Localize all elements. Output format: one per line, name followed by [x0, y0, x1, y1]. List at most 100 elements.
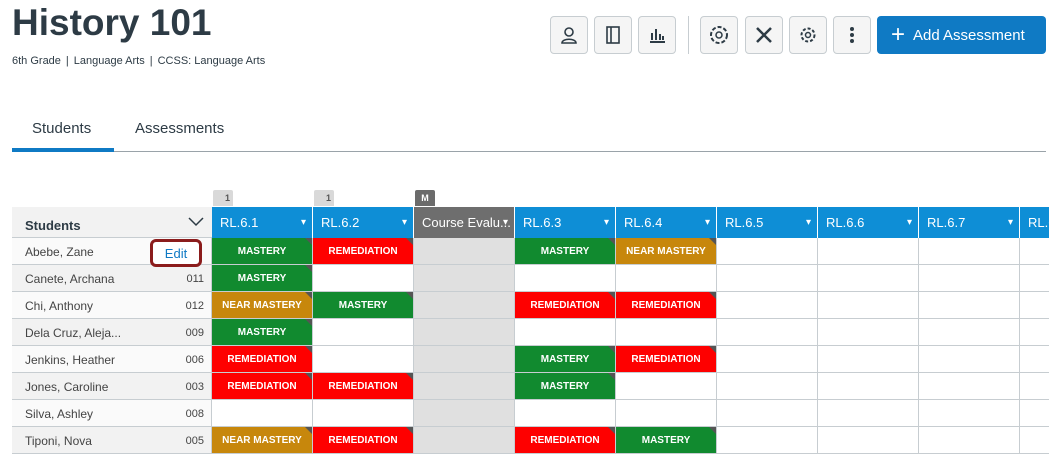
- column-header[interactable]: Course Evalu... ▾: [414, 207, 515, 238]
- edit-button[interactable]: Edit: [150, 239, 202, 267]
- score-cell[interactable]: [414, 319, 515, 346]
- score-cell[interactable]: [414, 400, 515, 427]
- score-cell[interactable]: [313, 400, 414, 427]
- score-cell[interactable]: REMEDIATION: [616, 346, 717, 373]
- score-cell[interactable]: [919, 346, 1020, 373]
- score-cell[interactable]: [818, 346, 919, 373]
- lifebuoy-button[interactable]: [700, 16, 738, 54]
- score-cell[interactable]: [717, 400, 818, 427]
- student-name[interactable]: Canete, Archana: [25, 272, 115, 286]
- score-cell[interactable]: [818, 238, 919, 265]
- score-cell[interactable]: [1020, 292, 1049, 319]
- reports-button[interactable]: [638, 16, 676, 54]
- student-name[interactable]: Silva, Ashley: [25, 407, 94, 421]
- column-header[interactable]: RL.6.1 ▾: [212, 207, 313, 238]
- score-cell[interactable]: MASTERY: [212, 319, 313, 346]
- notebook-button[interactable]: [594, 16, 632, 54]
- score-cell[interactable]: REMEDIATION: [616, 292, 717, 319]
- score-cell[interactable]: [313, 319, 414, 346]
- score-cell[interactable]: [616, 400, 717, 427]
- score-cell[interactable]: [818, 265, 919, 292]
- score-cell[interactable]: [414, 292, 515, 319]
- score-cell[interactable]: [818, 427, 919, 454]
- score-cell[interactable]: REMEDIATION: [313, 238, 414, 265]
- score-cell[interactable]: [515, 400, 616, 427]
- score-cell[interactable]: MASTERY: [515, 346, 616, 373]
- students-view-button[interactable]: [550, 16, 588, 54]
- student-name[interactable]: Dela Cruz, Aleja...: [25, 326, 122, 340]
- score-cell[interactable]: REMEDIATION: [212, 346, 313, 373]
- column-header[interactable]: RL.6.2 ▾: [313, 207, 414, 238]
- tools-button[interactable]: [745, 16, 783, 54]
- score-cell[interactable]: [717, 292, 818, 319]
- score-cell[interactable]: [818, 400, 919, 427]
- column-header[interactable]: RL.6.5 ▾: [717, 207, 818, 238]
- score-cell[interactable]: [515, 265, 616, 292]
- score-cell[interactable]: [919, 238, 1020, 265]
- score-cell[interactable]: [818, 292, 919, 319]
- score-cell[interactable]: [1020, 238, 1049, 265]
- student-name[interactable]: Abebe, Zane: [25, 245, 94, 259]
- score-cell[interactable]: [1020, 265, 1049, 292]
- score-cell[interactable]: [313, 346, 414, 373]
- score-cell[interactable]: [717, 319, 818, 346]
- tab[interactable]: Students: [32, 120, 92, 137]
- score-cell[interactable]: [616, 373, 717, 400]
- score-cell[interactable]: [414, 346, 515, 373]
- add-assessment-button[interactable]: + Add Assessment: [877, 16, 1046, 54]
- score-cell[interactable]: [616, 319, 717, 346]
- score-cell[interactable]: [919, 373, 1020, 400]
- score-cell[interactable]: [818, 373, 919, 400]
- score-cell[interactable]: [919, 400, 1020, 427]
- score-cell[interactable]: [414, 427, 515, 454]
- score-cell[interactable]: [919, 319, 1020, 346]
- column-header[interactable]: RL.6.4 ▾: [616, 207, 717, 238]
- score-cell[interactable]: [1020, 400, 1049, 427]
- more-button[interactable]: [833, 16, 871, 54]
- score-cell[interactable]: [919, 427, 1020, 454]
- score-cell[interactable]: REMEDIATION: [515, 427, 616, 454]
- score-cell[interactable]: [717, 373, 818, 400]
- score-cell[interactable]: [717, 265, 818, 292]
- score-cell[interactable]: [212, 400, 313, 427]
- score-cell[interactable]: [414, 373, 515, 400]
- score-cell[interactable]: [717, 238, 818, 265]
- students-header[interactable]: Students: [12, 207, 212, 238]
- score-cell[interactable]: [616, 265, 717, 292]
- score-cell[interactable]: [919, 265, 1020, 292]
- score-cell[interactable]: [818, 319, 919, 346]
- score-cell[interactable]: REMEDIATION: [515, 292, 616, 319]
- score-cell[interactable]: [1020, 427, 1049, 454]
- score-cell[interactable]: [717, 427, 818, 454]
- score-cell[interactable]: [1020, 373, 1049, 400]
- column-header[interactable]: RL.6.3 ▾: [515, 207, 616, 238]
- score-cell[interactable]: MASTERY: [515, 373, 616, 400]
- student-name[interactable]: Jones, Caroline: [25, 380, 109, 394]
- score-cell[interactable]: MASTERY: [212, 238, 313, 265]
- student-name[interactable]: Chi, Anthony: [25, 299, 94, 313]
- student-name[interactable]: Jenkins, Heather: [25, 353, 116, 367]
- settings-button[interactable]: [789, 16, 827, 54]
- score-cell[interactable]: [414, 265, 515, 292]
- score-cell[interactable]: NEAR MASTERY: [212, 427, 313, 454]
- score-cell[interactable]: [1020, 346, 1049, 373]
- score-cell[interactable]: [313, 265, 414, 292]
- score-cell[interactable]: MASTERY: [313, 292, 414, 319]
- score-cell[interactable]: [919, 292, 1020, 319]
- student-name[interactable]: Tiponi, Nova: [25, 434, 92, 448]
- column-header[interactable]: RL.6.6 ▾: [818, 207, 919, 238]
- score-cell[interactable]: [515, 319, 616, 346]
- score-cell[interactable]: [414, 238, 515, 265]
- score-cell[interactable]: REMEDIATION: [313, 427, 414, 454]
- column-header[interactable]: RL.6.7 ▾: [919, 207, 1020, 238]
- score-cell[interactable]: [717, 346, 818, 373]
- score-cell[interactable]: MASTERY: [515, 238, 616, 265]
- score-cell[interactable]: NEAR MASTERY: [616, 238, 717, 265]
- score-cell[interactable]: REMEDIATION: [212, 373, 313, 400]
- score-cell[interactable]: NEAR MASTERY: [212, 292, 313, 319]
- column-header[interactable]: RL.6▾: [1020, 207, 1049, 238]
- score-cell[interactable]: REMEDIATION: [313, 373, 414, 400]
- score-cell[interactable]: MASTERY: [616, 427, 717, 454]
- score-cell[interactable]: MASTERY: [212, 265, 313, 292]
- score-cell[interactable]: [1020, 319, 1049, 346]
